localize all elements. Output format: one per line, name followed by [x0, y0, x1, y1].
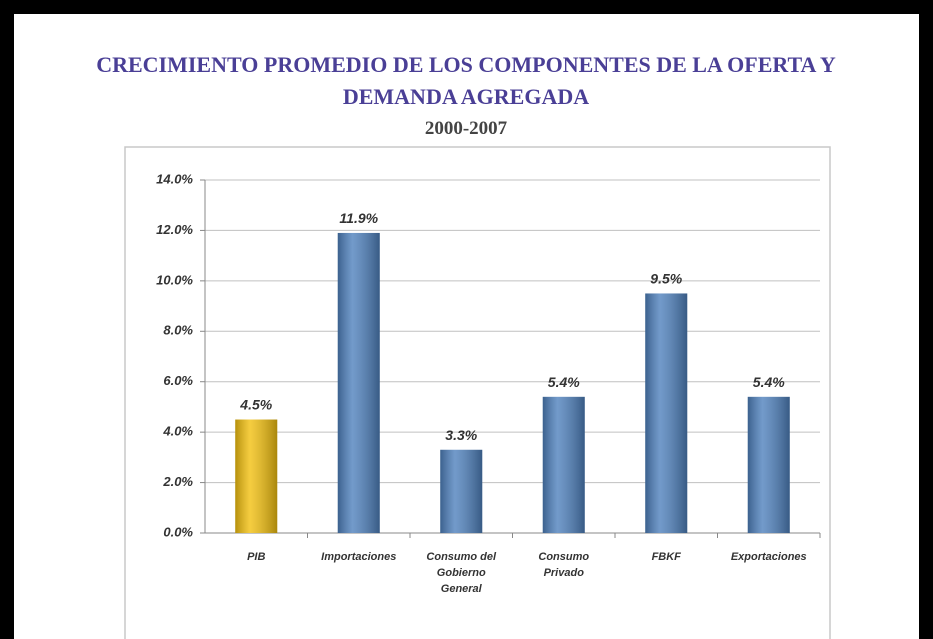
x-tick-label: Importaciones: [321, 551, 397, 563]
chart-subtitle: 2000-2007: [425, 118, 508, 139]
x-tick-label: Exportaciones: [730, 551, 807, 563]
chart: CRECIMIENTO PROMEDIO DE LOS COMPONENTES …: [96, 52, 836, 639]
data-label: 5.4%: [753, 374, 785, 390]
bar-shade: [440, 449, 483, 533]
y-tick-label: 6.0%: [163, 373, 193, 388]
data-label: 4.5%: [239, 397, 272, 413]
bar-shade: [235, 419, 278, 533]
y-tick-label: 8.0%: [163, 323, 193, 338]
page: CRECIMIENTO PROMEDIO DE LOS COMPONENTES …: [14, 14, 919, 639]
bar-shade: [645, 293, 688, 533]
data-label: 9.5%: [650, 270, 682, 286]
y-tick-label: 4.0%: [162, 424, 193, 439]
x-tick-label: Consumo Privado: [538, 551, 590, 579]
data-label: 11.9%: [339, 210, 378, 226]
chart-frame: [124, 146, 831, 639]
data-label: 3.3%: [445, 427, 477, 443]
x-tick-label: PIB: [247, 551, 266, 563]
data-label: 5.4%: [548, 374, 580, 390]
y-tick-label: 14.0%: [156, 171, 193, 186]
chart-title: CRECIMIENTO PROMEDIO DE LOS COMPONENTES …: [96, 52, 836, 77]
bar-shade: [542, 396, 585, 533]
y-tick-label: 10.0%: [156, 272, 193, 287]
y-tick-label: 2.0%: [162, 474, 193, 489]
y-tick-label: 12.0%: [156, 222, 193, 237]
chart-title: DEMANDA AGREGADA: [343, 84, 589, 109]
bar-shade: [337, 232, 380, 533]
bar-shade: [747, 396, 790, 533]
x-tick-label: Consumo del Gobierno General: [426, 551, 497, 595]
x-tick-label: FBKF: [651, 551, 681, 563]
y-tick-label: 0.0%: [163, 524, 193, 539]
